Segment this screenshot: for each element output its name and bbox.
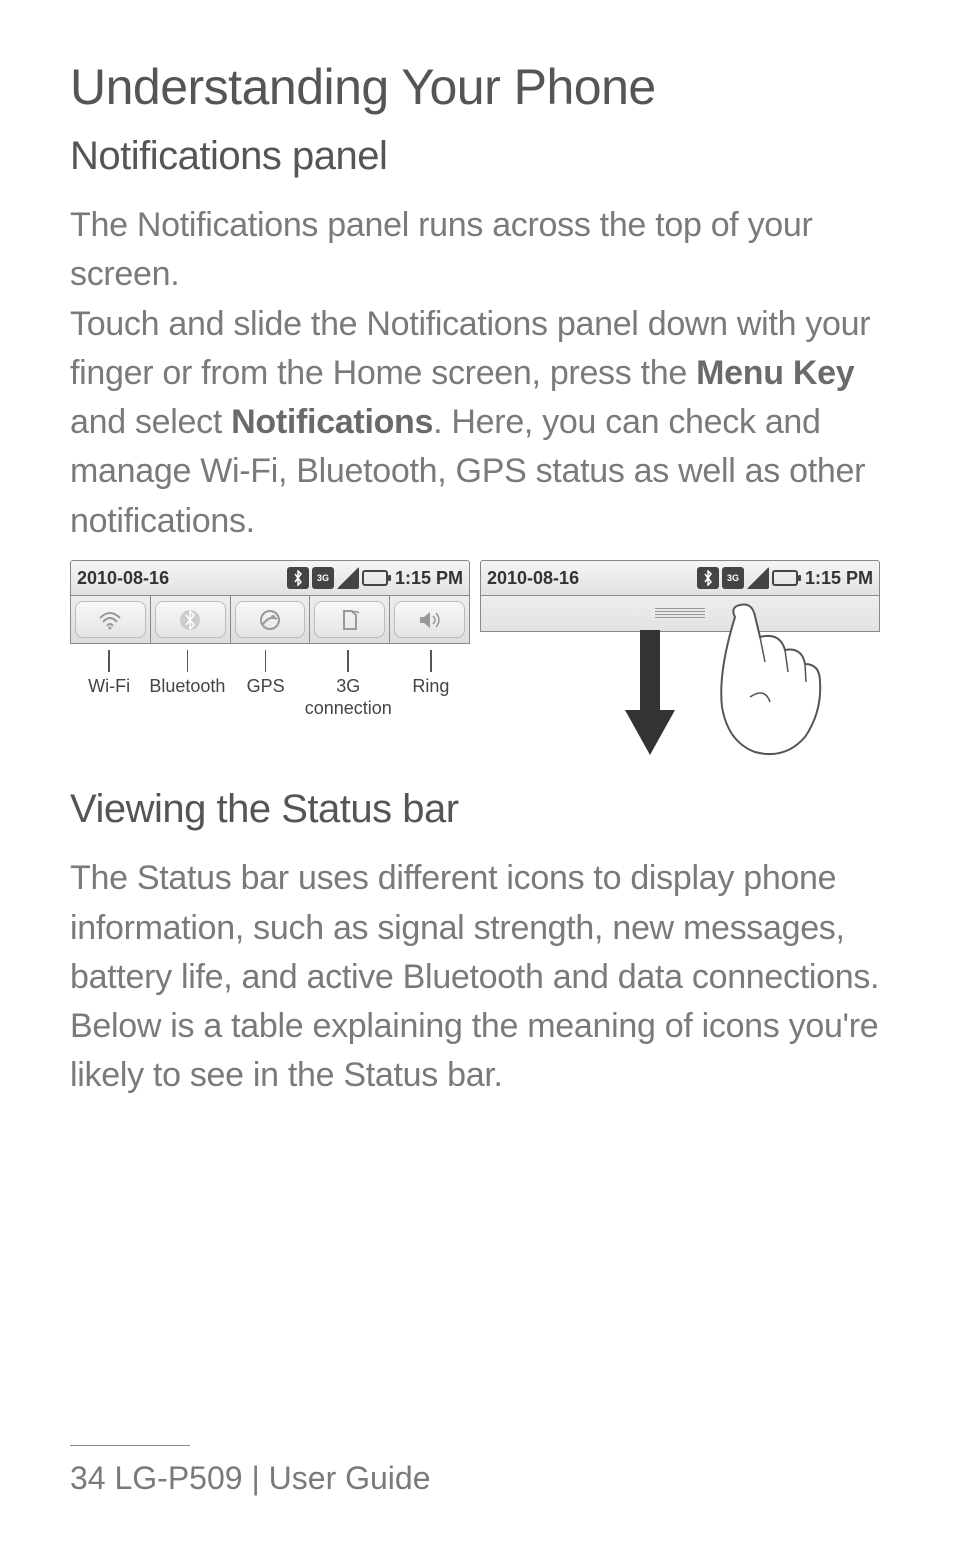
status-date: 2010-08-16 [487,568,697,589]
model-name: LG-P509 [114,1460,242,1496]
section-heading-notifications: Notifications panel [70,134,884,179]
grip-icon [655,608,705,620]
page-footer: 34 LG-P509 | User Guide [70,1445,431,1498]
toggle-labels: Wi-Fi Bluetooth GPS 3Gconnection Ring [70,650,470,719]
bold-text: Notifications [231,403,433,441]
label-3g: 3Gconnection [305,650,392,719]
gps-icon [259,609,281,631]
bold-text: Menu Key [696,354,854,392]
label-ring: Ring [392,650,470,719]
page-title: Understanding Your Phone [70,58,884,116]
signal-icon [337,567,359,589]
status-icons: 3G 1:15 PM [287,567,463,589]
label-bluetooth: Bluetooth [148,650,226,719]
gps-toggle[interactable] [231,596,311,643]
section-heading-statusbar: Viewing the Status bar [70,787,884,832]
label-gps: GPS [226,650,304,719]
arrow-down-icon [620,630,680,760]
footer-rule [70,1445,190,1447]
quick-toggle-row [70,596,470,644]
notifications-panel-drag: 2010-08-16 3G 1:15 PM [480,560,880,632]
figure-row: 2010-08-16 3G 1:15 PM [70,560,884,719]
notifications-panel-expanded: 2010-08-16 3G 1:15 PM [70,560,470,719]
wifi-toggle[interactable] [71,596,151,643]
paragraph: The Status bar uses different icons to d… [70,854,884,1002]
paragraph: Touch and slide the Notifications panel … [70,300,884,546]
status-date: 2010-08-16 [77,568,287,589]
bluetooth-toggle[interactable] [151,596,231,643]
hand-icon [710,602,850,762]
footer-label: User Guide [269,1460,431,1496]
battery-icon [772,570,798,586]
text: and select [70,403,231,441]
ring-toggle[interactable] [390,596,469,643]
status-icons: 3G 1:15 PM [697,567,873,589]
sim-icon [340,609,360,631]
status-time: 1:15 PM [805,568,873,589]
wifi-icon [98,610,122,630]
signal-icon [747,567,769,589]
threeg-icon: 3G [312,567,334,589]
paragraph: Below is a table explaining the meaning … [70,1002,884,1101]
bluetooth-icon [179,609,201,631]
status-bar: 2010-08-16 3G 1:15 PM [70,560,470,596]
bluetooth-icon [287,567,309,589]
status-time: 1:15 PM [395,568,463,589]
battery-icon [362,570,388,586]
paragraph: The Notifications panel runs across the … [70,201,884,300]
bluetooth-icon [697,567,719,589]
threeg-icon: 3G [722,567,744,589]
label-wifi: Wi-Fi [70,650,148,719]
page-number: 34 [70,1460,106,1496]
status-bar: 2010-08-16 3G 1:15 PM [480,560,880,596]
threeg-toggle[interactable] [310,596,390,643]
sound-icon [418,610,442,630]
